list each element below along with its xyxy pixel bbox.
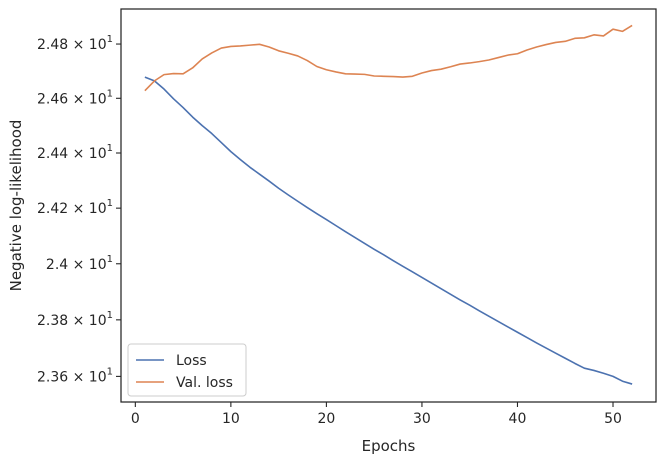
y-tick-label: 2.36 × 101 xyxy=(37,366,113,385)
y-tick-label: 2.46 × 101 xyxy=(37,88,113,107)
legend-box xyxy=(127,343,247,397)
legend: Loss Val. loss xyxy=(127,343,247,397)
x-tick-label: 30 xyxy=(413,411,431,427)
y-axis-label: Negative log-likelihood xyxy=(7,120,25,292)
legend-label-0: Loss xyxy=(176,353,207,369)
legend-label-1: Val. loss xyxy=(176,375,233,391)
series-line-1 xyxy=(144,24,633,92)
x-tick-label: 20 xyxy=(317,411,335,427)
x-tick-label: 40 xyxy=(509,411,527,427)
plot-area xyxy=(121,9,656,402)
y-tick-label: 2.42 × 101 xyxy=(37,198,113,217)
y-tick-label: 2.38 × 101 xyxy=(37,310,113,329)
y-tick-label: 2.44 × 101 xyxy=(37,143,113,162)
x-tick-label: 50 xyxy=(604,411,622,427)
x-tick-label: 0 xyxy=(131,411,140,427)
y-tick-label: 2.4 × 101 xyxy=(46,254,113,273)
plot-frame xyxy=(120,8,657,403)
x-axis-label: Epochs xyxy=(362,437,416,455)
x-tick-label: 10 xyxy=(222,411,240,427)
y-tick-label: 2.48 × 101 xyxy=(37,34,113,53)
series-line-0 xyxy=(144,76,633,385)
